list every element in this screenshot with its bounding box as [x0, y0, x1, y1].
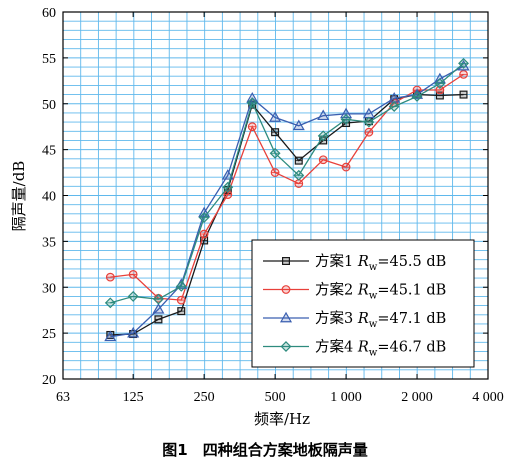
- data-point: [269, 111, 282, 122]
- legend-label: 方案2 Rw=45.1 dB: [315, 281, 446, 302]
- tick-marks: [62, 11, 489, 380]
- data-point: [292, 119, 305, 131]
- y-tick-label: 45: [42, 144, 56, 159]
- y-tick-label: 60: [42, 6, 56, 21]
- data-point: [127, 326, 140, 338]
- y-tick-label: 30: [42, 281, 56, 296]
- series-3: [104, 59, 470, 342]
- y-tick-label: 25: [42, 327, 56, 342]
- data-point: [152, 303, 165, 314]
- data-point: [104, 330, 117, 342]
- series-line: [110, 65, 464, 338]
- x-tick-label: 2 000: [401, 390, 433, 405]
- y-tick-label: 55: [42, 52, 56, 67]
- legend-item-4: 方案4 Rw=46.7 dB: [263, 338, 446, 359]
- legend-item-2: 方案2 Rw=45.1 dB: [263, 281, 446, 302]
- legend-label: 方案4 Rw=46.7 dB: [315, 338, 446, 359]
- series-4: [104, 57, 469, 309]
- x-tick-label: 500: [265, 390, 286, 405]
- y-axis-title: 隔声量/dB: [10, 161, 28, 232]
- legend-label: 方案3 Rw=47.1 dB: [315, 309, 446, 330]
- x-tick-label: 1 000: [330, 390, 362, 405]
- y-tick-label: 40: [42, 190, 56, 205]
- y-tick-label: 35: [42, 235, 56, 250]
- x-tick-label: 4 000: [472, 390, 504, 405]
- y-tick-label: 50: [42, 98, 56, 113]
- series-line: [110, 62, 464, 304]
- series-layer: [104, 57, 470, 342]
- x-tick-labels: 63 125 250 500 1 000 2 000 4 000: [56, 390, 504, 405]
- x-axis-title: 频率/Hz: [254, 410, 310, 428]
- legend-label: 方案1 Rw=45.5 dB: [315, 252, 446, 273]
- legend-marker: [279, 311, 293, 323]
- data-point: [317, 109, 330, 121]
- figure-caption: 图1 四种组合方案地板隔声量: [162, 441, 367, 459]
- legend-item-3: 方案3 Rw=47.1 dB: [263, 309, 446, 330]
- legend-item-1: 方案1 Rw=45.5 dB: [263, 252, 446, 273]
- x-tick-label: 63: [56, 390, 70, 405]
- y-tick-labels: 20 25 30 35 40 45 50 55 60: [42, 6, 56, 388]
- x-tick-label: 125: [123, 390, 144, 405]
- data-point: [340, 107, 353, 119]
- x-tick-label: 250: [194, 390, 215, 405]
- y-tick-label: 20: [42, 373, 56, 388]
- legend: 方案1 Rw=45.5 dB 方案2 Rw=45.1 dB 方案3 Rw=47.1 …: [251, 239, 475, 368]
